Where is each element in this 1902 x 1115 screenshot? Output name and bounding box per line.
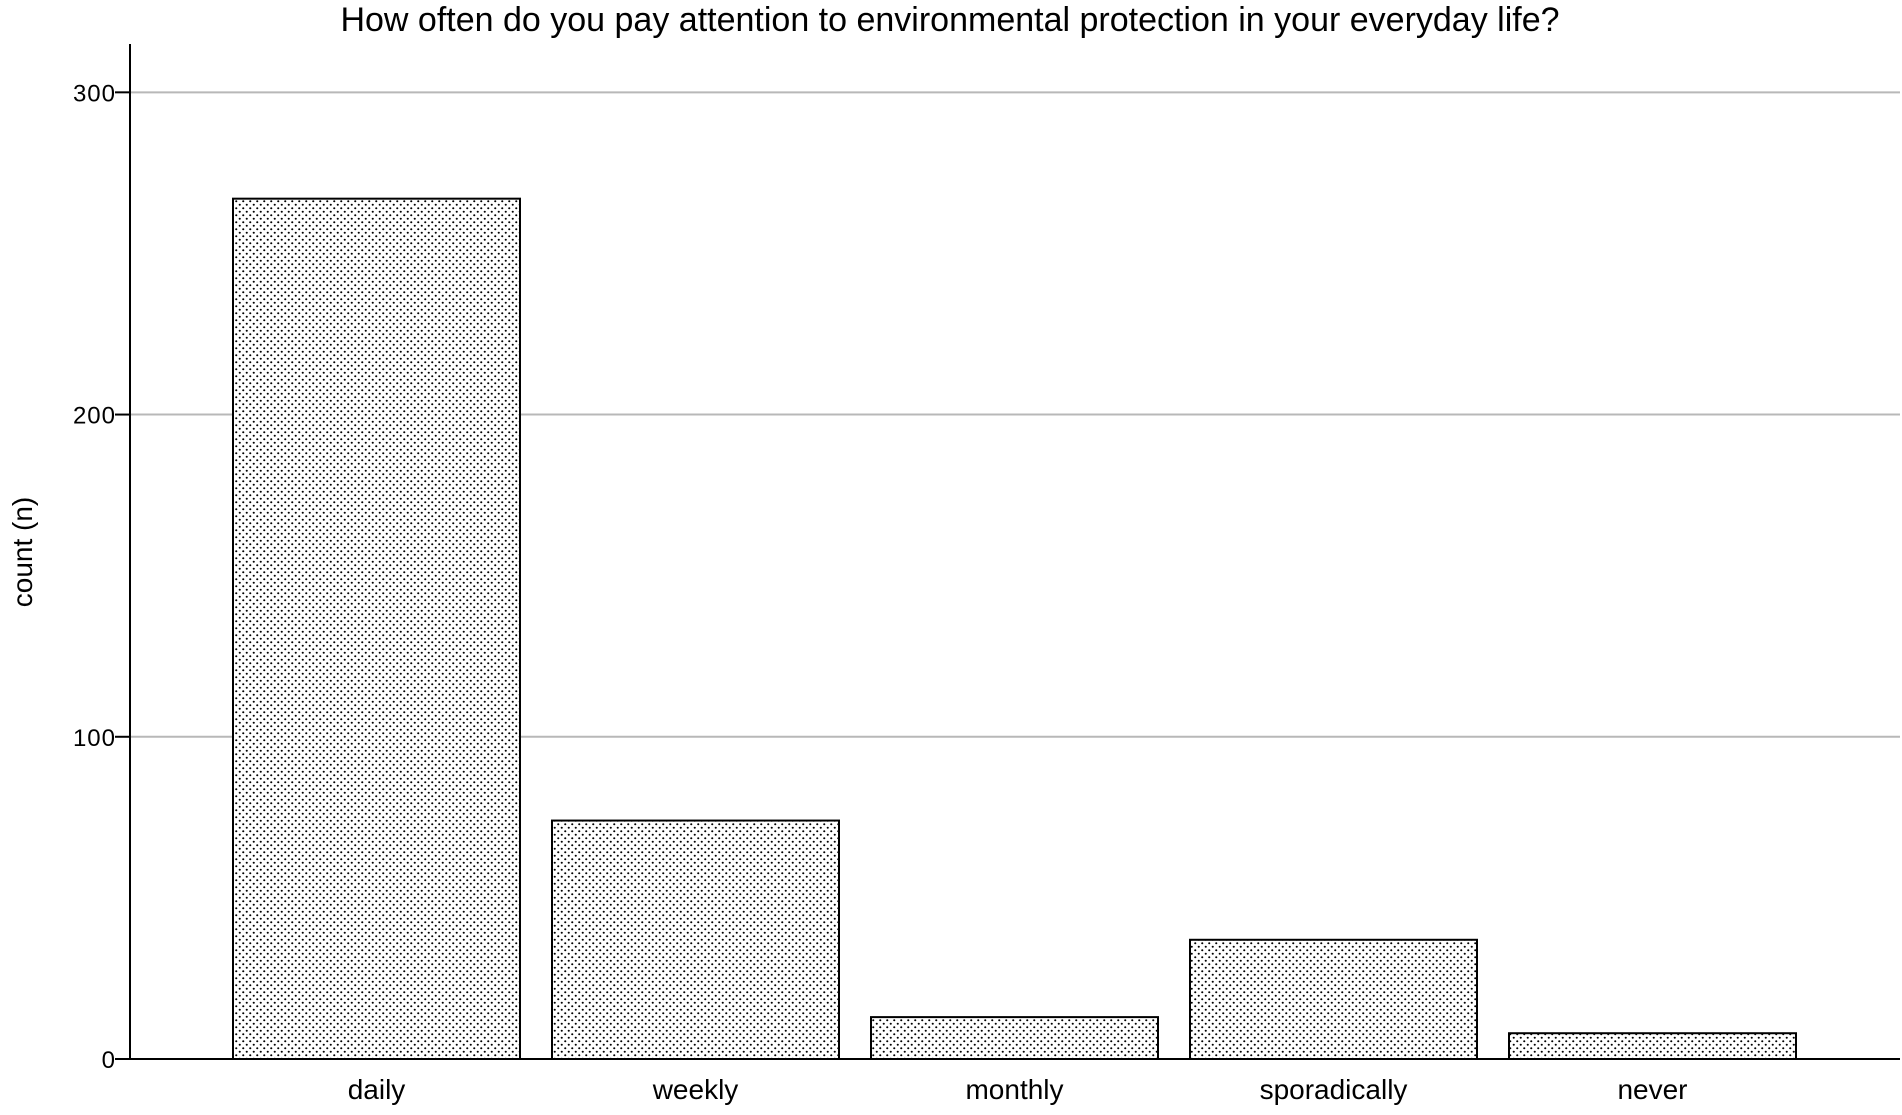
bars	[232, 197, 1797, 1060]
y-tick-label-0: 0	[102, 1047, 116, 1074]
y-axis-label: count (n)	[7, 497, 38, 608]
bar-weekly	[551, 819, 840, 1060]
bar-monthly	[870, 1016, 1159, 1060]
x-category-label-daily: daily	[348, 1074, 406, 1105]
x-category-label-weekly: weekly	[652, 1074, 739, 1105]
x-axis-categories: daily weekly monthly sporadically never	[348, 1074, 1688, 1105]
y-tick-label-200: 200	[73, 403, 116, 430]
x-category-label-monthly: monthly	[965, 1074, 1063, 1105]
axes	[129, 44, 1900, 1060]
y-tick-label-300: 300	[73, 80, 116, 107]
x-category-label-sporadically: sporadically	[1260, 1074, 1408, 1105]
y-axis-ticks: 0 100 200 300	[73, 80, 130, 1074]
y-tick-label-100: 100	[73, 725, 116, 752]
bar-never	[1508, 1032, 1797, 1060]
bar-daily	[232, 197, 521, 1060]
bar-sporadically	[1189, 938, 1478, 1060]
x-category-label-never: never	[1617, 1074, 1687, 1105]
chart-title: How often do you pay attention to enviro…	[340, 1, 1559, 39]
